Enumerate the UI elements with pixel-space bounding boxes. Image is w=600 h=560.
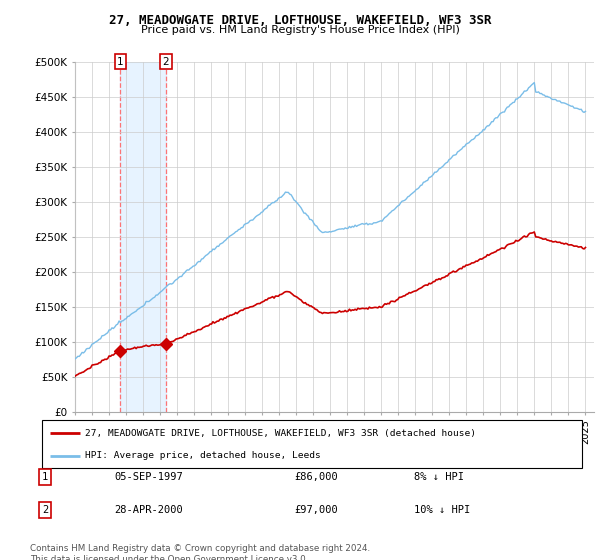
Text: 8% ↓ HPI: 8% ↓ HPI [414, 472, 464, 482]
Text: 2: 2 [163, 57, 169, 67]
Text: 28-APR-2000: 28-APR-2000 [114, 505, 183, 515]
Text: 05-SEP-1997: 05-SEP-1997 [114, 472, 183, 482]
Text: Contains HM Land Registry data © Crown copyright and database right 2024.
This d: Contains HM Land Registry data © Crown c… [30, 544, 370, 560]
Text: 1: 1 [117, 57, 124, 67]
Text: Price paid vs. HM Land Registry's House Price Index (HPI): Price paid vs. HM Land Registry's House … [140, 25, 460, 35]
Text: 27, MEADOWGATE DRIVE, LOFTHOUSE, WAKEFIELD, WF3 3SR: 27, MEADOWGATE DRIVE, LOFTHOUSE, WAKEFIE… [109, 14, 491, 27]
Text: 1: 1 [42, 472, 48, 482]
Text: £86,000: £86,000 [294, 472, 338, 482]
Text: £97,000: £97,000 [294, 505, 338, 515]
Text: 2: 2 [42, 505, 48, 515]
Text: 27, MEADOWGATE DRIVE, LOFTHOUSE, WAKEFIELD, WF3 3SR (detached house): 27, MEADOWGATE DRIVE, LOFTHOUSE, WAKEFIE… [85, 429, 476, 438]
Bar [121, 62, 166, 412]
FancyBboxPatch shape [42, 420, 582, 468]
Text: HPI: Average price, detached house, Leeds: HPI: Average price, detached house, Leed… [85, 451, 321, 460]
Text: 10% ↓ HPI: 10% ↓ HPI [414, 505, 470, 515]
